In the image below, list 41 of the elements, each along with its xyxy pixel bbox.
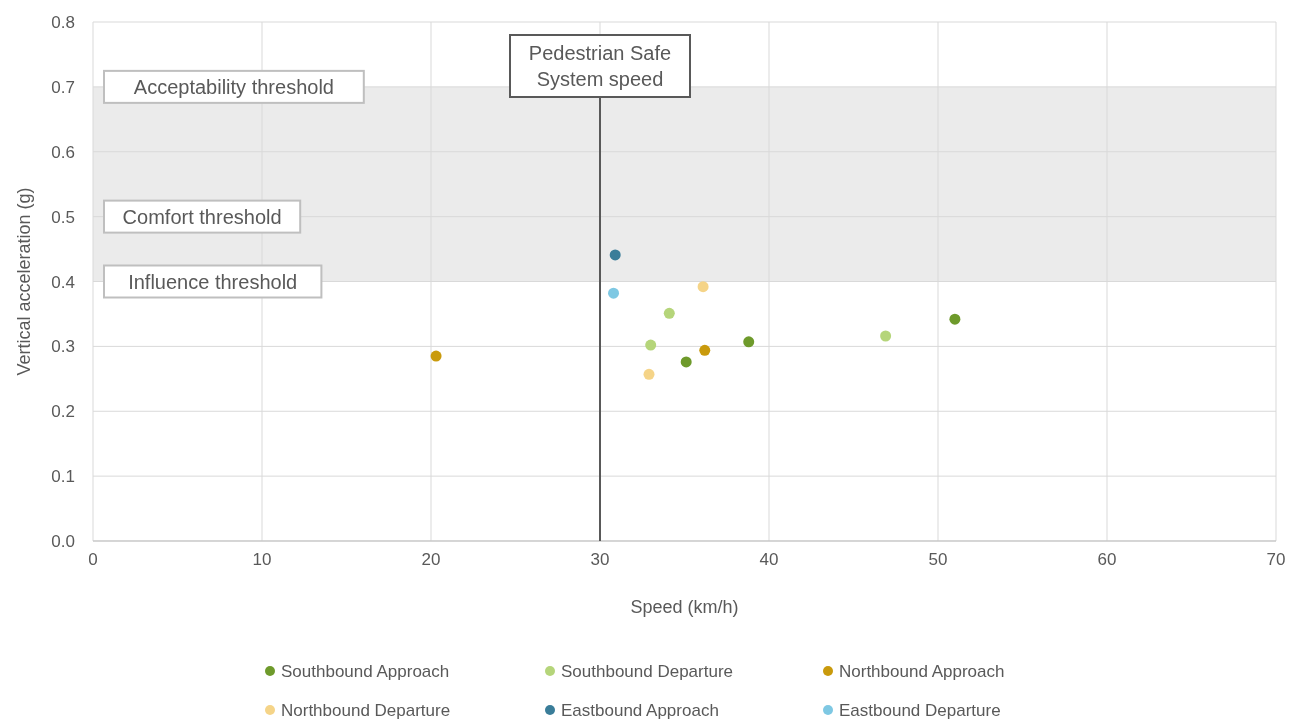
y-tick-label: 0.5: [51, 207, 75, 227]
x-tick-label: 10: [252, 550, 272, 569]
point: [643, 368, 655, 380]
x-tick-label: 60: [1097, 550, 1117, 569]
annotation: Acceptability threshold: [133, 75, 334, 98]
ref-line-label: Pedestrian Safe System speed: [528, 42, 672, 90]
y-tick-label: 0.0: [51, 532, 75, 551]
annotation: Comfort threshold: [122, 205, 282, 228]
x-axis-title: Speed (km/h): [630, 597, 739, 617]
point: [663, 307, 675, 319]
point: [880, 330, 892, 342]
point: [680, 356, 692, 368]
point: [697, 281, 709, 293]
x-tick-label: 70: [1266, 550, 1286, 569]
y-tick-label: 0.2: [51, 402, 75, 422]
y-tick-label: 0.8: [51, 13, 75, 32]
point: [645, 339, 657, 351]
legend-label: Eastbound Approach: [561, 701, 719, 720]
y-tick-label: 0.7: [51, 77, 75, 97]
point: [608, 287, 620, 299]
point: [699, 344, 711, 356]
point: [949, 313, 961, 325]
annotation: Influence threshold: [128, 270, 298, 293]
legend-label: Northbound Approach: [839, 662, 1005, 681]
legend-label: Southbound Approach: [281, 662, 450, 681]
x-tick-label: 0: [88, 550, 98, 569]
x-tick-label: 30: [590, 550, 610, 569]
point: [743, 336, 755, 348]
y-tick-label: 0.6: [51, 142, 75, 162]
y-tick-label: 0.4: [51, 272, 75, 292]
x-tick-label: 20: [421, 550, 441, 569]
x-tick-label: 50: [928, 550, 948, 569]
point: [609, 249, 621, 261]
x-tick-label: 40: [759, 550, 779, 569]
y-tick-label: 0.3: [51, 337, 75, 357]
legend-label: Northbound Departure: [281, 701, 451, 720]
y-axis-title: Vertical acceleration (g): [14, 187, 34, 376]
point: [430, 350, 442, 362]
legend-label: Southbound Departure: [561, 662, 734, 681]
legend-label: Eastbound Departure: [839, 701, 1001, 720]
y-tick-label: 0.1: [51, 467, 75, 487]
